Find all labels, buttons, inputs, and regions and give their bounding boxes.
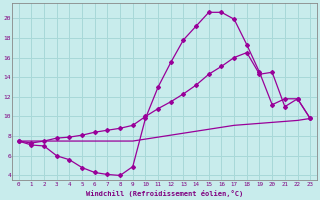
X-axis label: Windchill (Refroidissement éolien,°C): Windchill (Refroidissement éolien,°C) <box>86 190 243 197</box>
